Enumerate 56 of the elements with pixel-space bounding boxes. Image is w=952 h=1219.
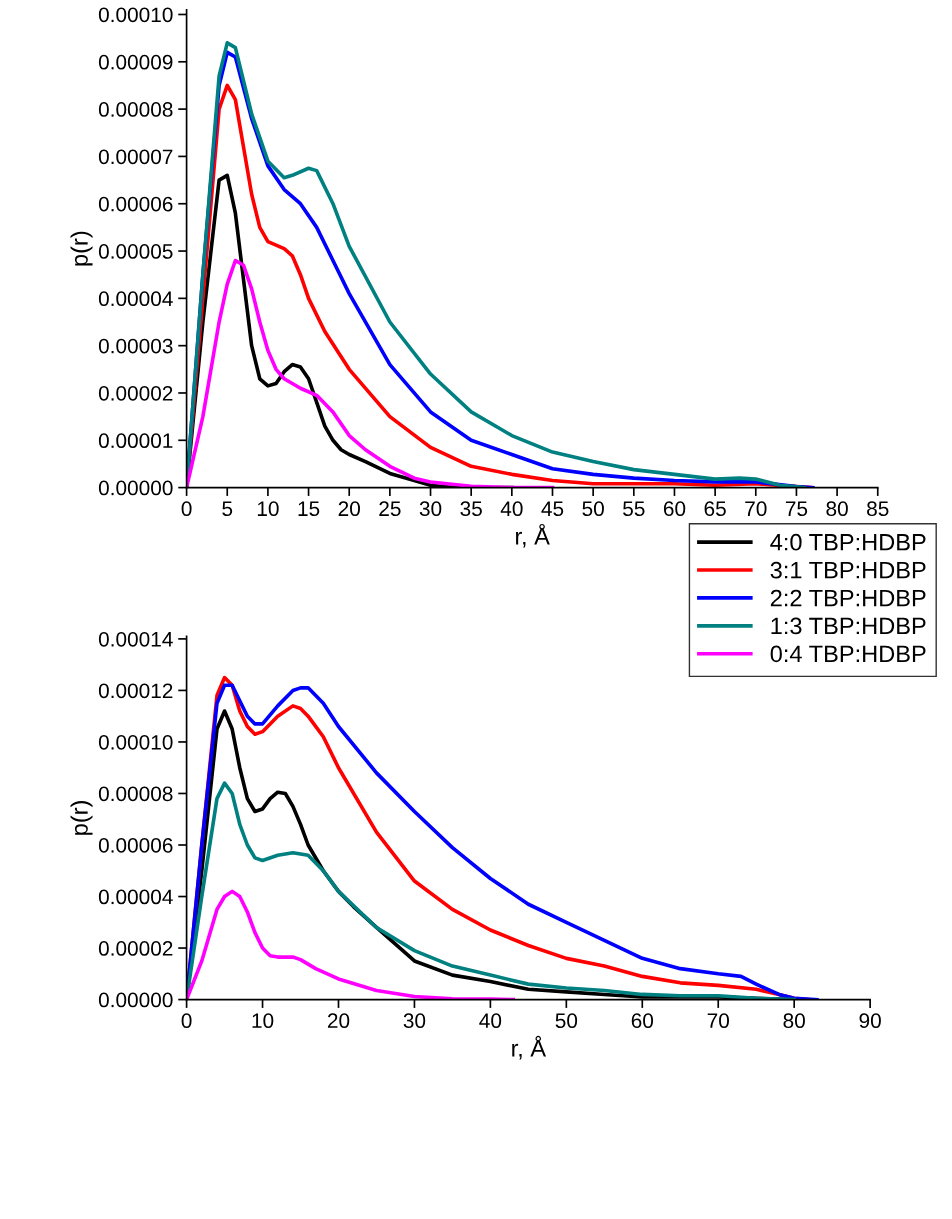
y-tick-label: 0.00002 — [98, 385, 173, 401]
x-axis-title: r, Å — [516, 523, 550, 548]
x-tick-label: 30 — [419, 501, 442, 517]
x-tick-label: 55 — [623, 501, 645, 517]
y-tick-label: 0.00009 — [98, 54, 173, 70]
x-tick-label: 80 — [826, 501, 848, 517]
x-tick-label: 35 — [460, 501, 482, 517]
x-tick-label: 50 — [582, 501, 604, 517]
x-tick-label: 60 — [663, 501, 686, 517]
x-tick-label: 50 — [555, 1013, 578, 1029]
y-tick-label: 0.00008 — [98, 102, 173, 117]
legend-label: 1:3 TBP:HDBP — [771, 617, 926, 635]
legend-label: 4:0 TBP:HDBP — [770, 533, 926, 551]
y-tick-label: 0.00000 — [98, 480, 173, 496]
x-tick-label: 65 — [704, 501, 726, 517]
y-tick-label: 0.00006 — [98, 196, 173, 212]
x-tick-label: 45 — [541, 501, 564, 517]
x-tick-label: 70 — [707, 1013, 729, 1029]
y-tick-label: 0.00003 — [98, 338, 173, 354]
y-tick-label: 0.00014 — [98, 631, 173, 647]
y-tick-label: 0.00002 — [98, 941, 173, 956]
y-axis-title: p(r) — [70, 801, 93, 835]
y-tick-label: 0.00010 — [98, 734, 173, 750]
x-tick-label: 5 — [222, 501, 233, 517]
x-tick-label: 80 — [783, 1013, 805, 1029]
x-tick-label: 20 — [327, 1013, 350, 1029]
y-tick-label: 0.00000 — [98, 992, 173, 1008]
legend-label: 0:4 TBP:HDBP — [770, 645, 926, 663]
x-tick-label: 60 — [631, 1013, 654, 1029]
y-axis-title: p(r) — [70, 231, 93, 266]
x-tick-label: 85 — [867, 501, 889, 517]
x-axis-title: r, Å — [512, 1035, 547, 1060]
y-tick-label: 0.00001 — [98, 433, 173, 449]
y-tick-label: 0.00012 — [98, 683, 173, 699]
legend-label: 2:2 TBP:HDBP — [770, 589, 926, 607]
x-tick-label: 0 — [181, 501, 192, 517]
y-tick-label: 0.00005 — [98, 244, 173, 259]
x-tick-label: 15 — [298, 501, 320, 517]
x-tick-label: 10 — [252, 1013, 274, 1029]
x-tick-label: 75 — [785, 501, 808, 517]
x-tick-label: 25 — [379, 501, 401, 517]
x-tick-label: 20 — [338, 501, 360, 517]
x-tick-label: 40 — [500, 501, 523, 517]
x-tick-label: 30 — [403, 1013, 426, 1029]
x-tick-label: 0 — [181, 1013, 192, 1029]
y-tick-label: 0.00004 — [98, 291, 173, 307]
y-tick-label: 0.00010 — [98, 7, 173, 23]
legend-label: 3:1 TBP:HDBP — [770, 561, 926, 579]
y-tick-label: 0.00006 — [98, 838, 173, 853]
x-tick-label: 40 — [479, 1013, 502, 1029]
x-tick-label: 90 — [859, 1013, 881, 1029]
y-tick-label: 0.00004 — [98, 889, 173, 905]
y-tick-label: 0.00008 — [98, 786, 173, 802]
x-tick-label: 10 — [257, 501, 279, 517]
x-tick-label: 70 — [745, 501, 767, 517]
y-tick-label: 0.00007 — [98, 149, 173, 165]
